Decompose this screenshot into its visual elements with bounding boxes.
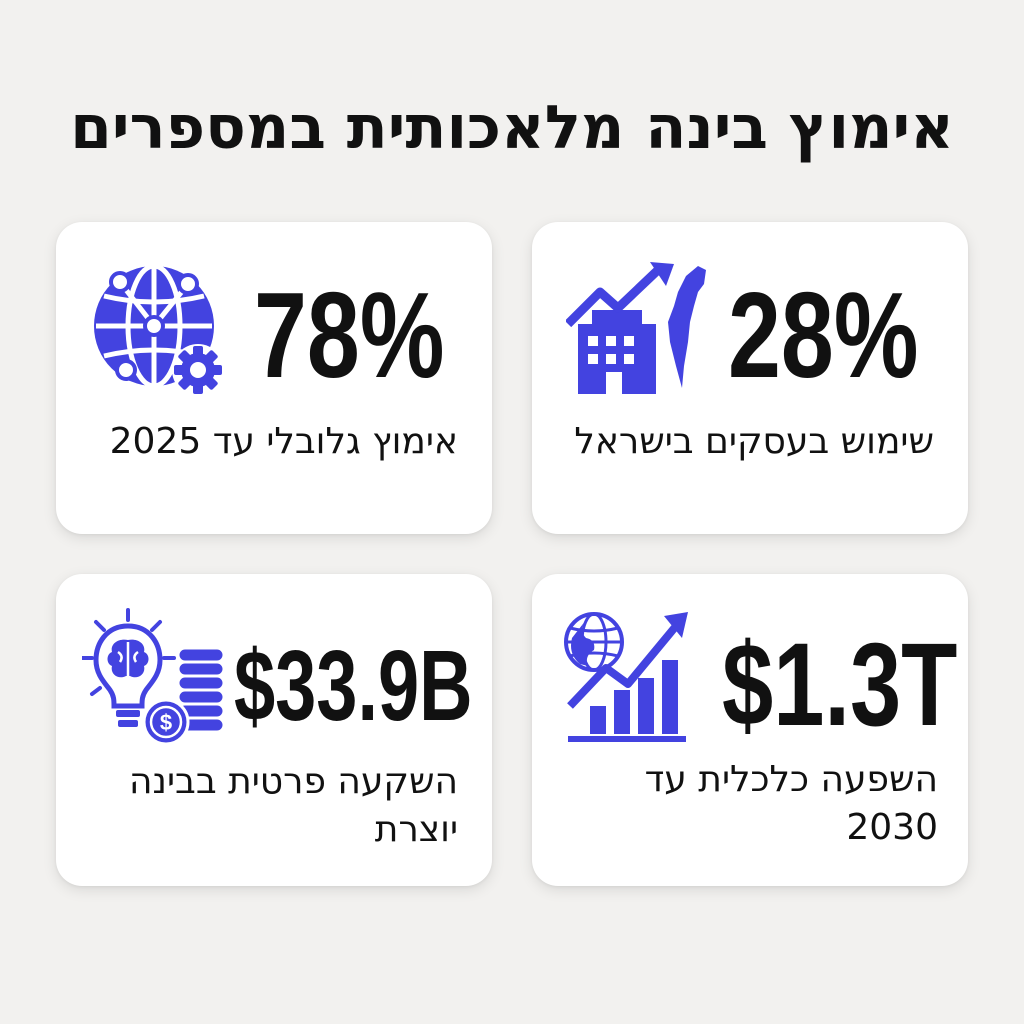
globe-network-gear-icon <box>94 263 224 396</box>
stat-card-private-investment: $ $33.9B השקעה פרטית בבינה יוצרת <box>56 574 492 886</box>
stat-card-global-adoption: 78% אימוץ גלובלי עד 2025 <box>56 222 492 534</box>
stat-label: השקעה פרטית בבינה יוצרת <box>129 761 458 850</box>
stat-value: $33.9B <box>234 630 473 742</box>
stat-card-economic-impact: $1.3T השפעה כלכלית עד 2030 <box>532 574 968 886</box>
stat-value: 78% <box>254 267 445 403</box>
svg-text:$: $ <box>160 710 172 735</box>
stat-label: השפעה כלכלית עד 2030 <box>644 759 938 848</box>
stat-card-israel-business: 28% שימוש בעסקים בישראל <box>532 222 968 534</box>
stat-value: $1.3T <box>722 619 958 751</box>
building-growth-israel-map-icon <box>566 262 706 394</box>
stat-value: 28% <box>728 267 919 403</box>
globe-bar-chart-growth-icon <box>564 612 688 742</box>
lightbulb-brain-coins-icon: $ <box>82 608 226 746</box>
stat-label: אימוץ גלובלי עד 2025 <box>109 421 458 462</box>
page-title: אימוץ בינה מלאכותית במספרים <box>70 93 954 163</box>
stat-label: שימוש בעסקים בישראל <box>574 421 934 462</box>
